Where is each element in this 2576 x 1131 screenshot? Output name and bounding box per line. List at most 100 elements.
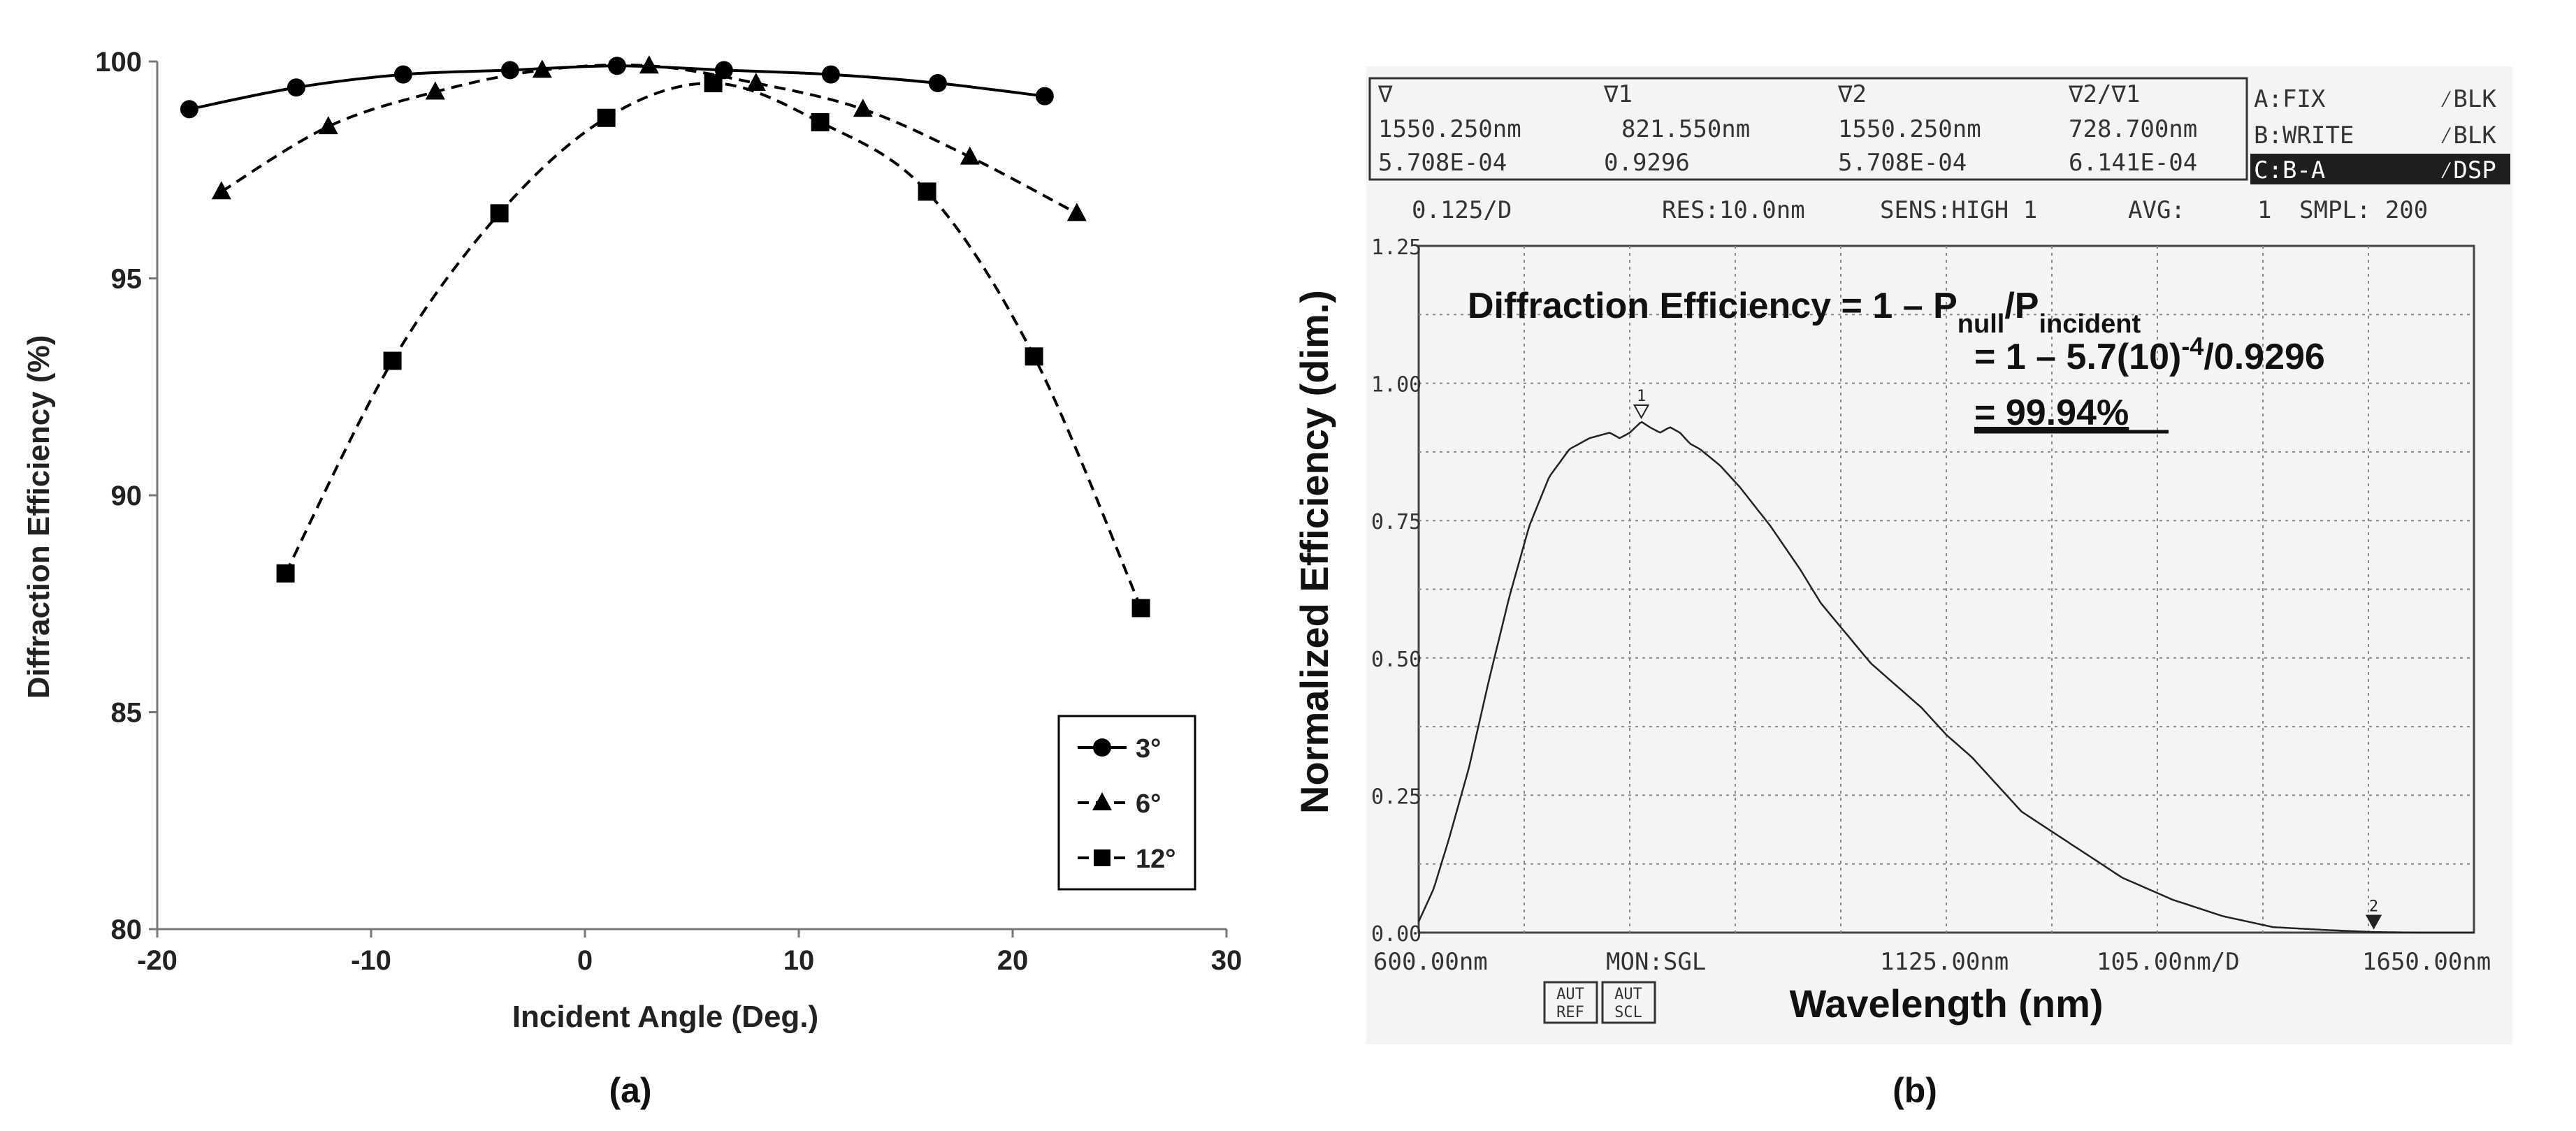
wavelength-start: 600.00nm xyxy=(1373,948,1488,976)
panel-a-x-tick-label: 20 xyxy=(997,945,1029,976)
data-point-6deg xyxy=(960,146,980,165)
setting-sensitivity: SENS:HIGH 1 xyxy=(1880,196,2037,224)
data-point-3deg xyxy=(821,65,840,84)
marker-2-triangle xyxy=(2365,914,2382,930)
marker-col4-wavelength: 728.700nm xyxy=(2069,115,2197,143)
setting-scale: 0.125/D xyxy=(1412,196,1512,224)
panel-b-y-axis-label: Normalized Efficiency (dim.) xyxy=(1292,290,1336,814)
panel-b-osa-screen: ∇ 1550.250nm 5.708E-04 ∇1 821.550nm 0.92… xyxy=(1292,66,2512,1110)
data-point-12deg xyxy=(490,204,509,223)
panel-a-y-axis-label: Diffraction Efficiency (%) xyxy=(22,335,56,699)
panel-b-grid xyxy=(1417,245,2475,934)
panel-a-x-tick-label: -10 xyxy=(351,945,391,976)
panel-b-y-tick-label: 0.75 xyxy=(1371,510,1421,534)
panel-a-y-tick-label: 95 xyxy=(111,264,143,295)
data-point-3deg xyxy=(393,65,412,84)
data-point-3deg xyxy=(287,78,305,97)
marker-1-triangle xyxy=(1633,404,1650,420)
efficiency-formula: Diffraction Efficiency = 1 – Pnull/Pinci… xyxy=(1468,286,2325,434)
trace-list: A:FIX ⁄BLK B:WRITE ⁄BLK C:B-A ⁄DSP xyxy=(2250,85,2510,184)
wavelength-stop: 1650.00nm xyxy=(2362,948,2491,976)
data-point-12deg xyxy=(811,112,830,131)
trace-b-mode: ⁄BLK xyxy=(2439,122,2496,149)
series-line-6deg xyxy=(220,64,1078,215)
panel-a-y-tick-label: 100 xyxy=(95,47,142,78)
data-point-6deg xyxy=(746,73,766,92)
panel-b-y-ticks: 0.00 0.25 0.50 0.75 1.00 1.25 xyxy=(1371,235,1421,947)
legend-marker-circle xyxy=(1093,738,1111,757)
wavelength-span: 105.00nm/D xyxy=(2097,948,2240,976)
data-point-6deg xyxy=(1066,203,1087,221)
trace-b-name: B:WRITE xyxy=(2254,122,2354,149)
legend-label-6deg: 6° xyxy=(1136,789,1161,819)
trace-a-name: A:FIX xyxy=(2254,85,2326,113)
data-point-3deg xyxy=(180,100,198,119)
marker-table-box xyxy=(1368,77,2248,181)
auto-scl-line2: SCL xyxy=(1614,1004,1642,1021)
trace-a-mode: ⁄BLK xyxy=(2439,85,2496,113)
marker-col2-head: ∇1 xyxy=(1603,80,1633,108)
auto-ref-line1: AUT xyxy=(1556,986,1584,1003)
legend-marker-triangle xyxy=(1092,792,1112,810)
marker-col1-head: ∇ xyxy=(1377,80,1393,108)
auto-ref-line2: REF xyxy=(1556,1004,1584,1021)
panel-a-chart: -20 -10 0 10 20 30 80 85 90 95 100 Incident Angle … xyxy=(22,47,1242,1110)
data-point-3deg xyxy=(500,61,519,80)
formula-line-2: = 1 – 5.7(10)-4/0.9296 xyxy=(1974,332,2325,378)
marker-col3-head: ∇2 xyxy=(1837,80,1867,108)
panel-a-x-tick-label: 30 xyxy=(1211,945,1243,976)
data-point-6deg xyxy=(532,59,552,78)
panel-a-series xyxy=(180,55,1150,618)
data-point-6deg xyxy=(639,55,659,74)
marker-col1-level: 5.708E-04 xyxy=(1378,149,1507,177)
panel-b-caption: (b) xyxy=(1893,1071,1937,1110)
data-point-3deg xyxy=(1035,87,1054,105)
marker-2-label: 2 xyxy=(2369,898,2378,916)
osa-marker-table: ∇ 1550.250nm 5.708E-04 ∇1 821.550nm 0.92… xyxy=(1368,77,2510,184)
panel-b-x-axis-label: Wavelength (nm) xyxy=(1789,982,2103,1026)
data-point-6deg xyxy=(211,181,231,200)
setting-average-label: AVG: xyxy=(2128,196,2185,224)
panel-a-x-tick-label: -20 xyxy=(137,945,178,976)
legend-entry-6deg: 6° xyxy=(1078,789,1161,819)
marker-col1-wavelength: 1550.250nm xyxy=(1378,115,1521,143)
auto-buttons: AUT REF AUT SCL xyxy=(1543,981,1656,1024)
marker-col2-level: 0.9296 xyxy=(1604,149,1690,177)
wavelength-center: 1125.00nm xyxy=(1880,948,2009,976)
setting-sampling: SMPL: 200 xyxy=(2299,196,2428,224)
formula-line-1: Diffraction Efficiency = 1 – Pnull/Pinci… xyxy=(1468,286,2141,339)
trace-c-highlight xyxy=(2250,154,2510,184)
data-point-3deg xyxy=(928,74,947,93)
trace-c-mode: ⁄DSP xyxy=(2439,156,2496,184)
legend-label-12deg: 12° xyxy=(1136,845,1175,874)
data-point-12deg xyxy=(597,108,616,127)
auto-scale-button[interactable] xyxy=(1601,981,1656,1024)
auto-ref-button[interactable] xyxy=(1543,981,1598,1024)
panel-a-x-axis-label: Incident Angle (Deg.) xyxy=(512,1000,818,1034)
panel-a-x-tick-label: 0 xyxy=(577,945,593,976)
data-point-12deg xyxy=(918,182,936,201)
panel-a-axes: -20 -10 0 10 20 30 80 85 90 95 100 xyxy=(95,47,1242,976)
data-point-12deg xyxy=(383,351,402,370)
panel-a-caption: (a) xyxy=(609,1071,651,1110)
panel-b-y-tick-label: 0.25 xyxy=(1371,785,1421,809)
monitor-mode: MON:SGL xyxy=(1606,948,1706,976)
legend-entry-12deg: 12° xyxy=(1078,845,1175,874)
panel-b-y-tick-label: 0.50 xyxy=(1371,648,1421,672)
setting-resolution: RES:10.0nm xyxy=(1662,196,1805,224)
auto-scl-line1: AUT xyxy=(1614,986,1642,1003)
panel-a-y-tick-label: 90 xyxy=(111,481,143,511)
panel-b-series xyxy=(1417,421,2474,934)
data-point-12deg xyxy=(276,564,295,583)
osa-screen-background xyxy=(1366,66,2512,1044)
data-point-6deg xyxy=(853,98,873,117)
data-point-6deg xyxy=(425,81,445,100)
data-point-12deg xyxy=(1131,599,1150,618)
marker-col2-wavelength: 821.550nm xyxy=(1621,115,1750,143)
panel-b-markers: 12 xyxy=(1633,388,2382,930)
data-point-12deg xyxy=(704,74,723,93)
panel-a-y-tick-label: 80 xyxy=(111,914,143,945)
marker-col4-head: ∇2/∇1 xyxy=(2068,80,2140,108)
panel-a-y-tick-label: 85 xyxy=(111,698,143,729)
